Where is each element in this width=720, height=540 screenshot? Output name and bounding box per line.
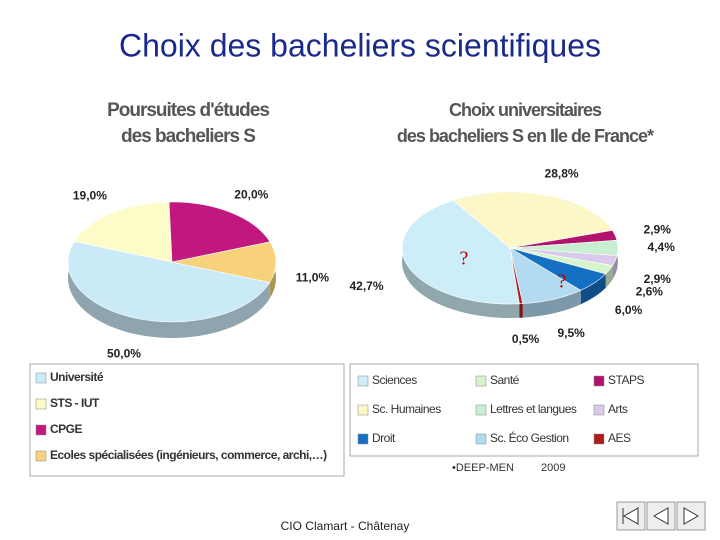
data-label: 6,0% bbox=[615, 303, 643, 317]
legend-swatch bbox=[357, 375, 369, 387]
legend-label: Santé bbox=[490, 373, 520, 387]
chart-title: Poursuites d'études bbox=[107, 100, 269, 121]
legend-label: STS - IUT bbox=[50, 396, 100, 410]
legend-label: AES bbox=[608, 431, 631, 445]
nav-icon bbox=[652, 507, 669, 525]
data-label: 4,4% bbox=[648, 240, 676, 254]
legend-label: Sc. Éco Gestion bbox=[490, 430, 569, 445]
slice-side bbox=[605, 265, 613, 288]
legend-swatch bbox=[593, 433, 605, 445]
legend-swatch bbox=[35, 424, 47, 436]
legend-label: Arts bbox=[608, 402, 628, 416]
data-label: 2,6% bbox=[636, 285, 664, 299]
slice-side bbox=[612, 255, 617, 280]
legend-swatch bbox=[593, 375, 605, 387]
legend-swatch bbox=[475, 404, 487, 416]
legend-swatch bbox=[475, 433, 487, 445]
legend-label: Lettres et langues bbox=[490, 402, 577, 416]
nav-icon bbox=[683, 507, 700, 525]
annotation: ? bbox=[460, 248, 469, 270]
chart-title: des bacheliers S en Ile de France* bbox=[397, 126, 654, 146]
legend-label: Sc. Humaines bbox=[372, 402, 441, 416]
chart-title: des bacheliers S bbox=[121, 126, 255, 147]
data-label: 28,8% bbox=[545, 166, 579, 180]
legend-swatch bbox=[35, 372, 47, 384]
legend-swatch bbox=[35, 398, 47, 410]
data-label: 2,9% bbox=[644, 272, 672, 286]
legend-swatch bbox=[475, 375, 487, 387]
legend-label: Université bbox=[50, 370, 104, 384]
source: •DEEP-MEN bbox=[452, 462, 514, 474]
annotation: ? bbox=[558, 271, 567, 293]
footer: CIO Clamart - Châtenay bbox=[281, 519, 410, 533]
slice-side bbox=[68, 241, 270, 338]
pie-slice bbox=[171, 241, 277, 283]
source-year: 2009 bbox=[541, 462, 565, 474]
slice-side bbox=[522, 290, 581, 318]
pie-slice bbox=[67, 241, 271, 323]
legend-swatch bbox=[35, 450, 47, 462]
legend-swatch bbox=[357, 433, 369, 445]
data-label: 20,0% bbox=[234, 187, 268, 201]
legend-label: Droit bbox=[372, 431, 396, 445]
legend-label: STAPS bbox=[608, 373, 644, 387]
chart-title: Choix universitaires bbox=[449, 100, 602, 120]
legend-box bbox=[349, 363, 699, 457]
data-label: 0,5% bbox=[512, 332, 540, 346]
slice-side bbox=[580, 273, 606, 305]
data-label: 19,0% bbox=[73, 188, 107, 202]
legend-swatch bbox=[593, 404, 605, 416]
slice-side bbox=[519, 303, 523, 318]
pie-slice bbox=[401, 200, 520, 305]
slide-title: Choix des bacheliers scientifiques bbox=[119, 27, 601, 63]
legend-label: Ecoles spécialisées (ingénieurs, commerc… bbox=[50, 448, 327, 462]
legend-label: CPGE bbox=[50, 422, 83, 436]
data-label: 11,0% bbox=[296, 270, 330, 284]
data-label: 50,0% bbox=[107, 346, 141, 360]
legend-box bbox=[29, 363, 345, 477]
pie-slice bbox=[452, 191, 613, 249]
nav-buttons[interactable] bbox=[616, 501, 706, 531]
pie-slice bbox=[73, 201, 173, 263]
legend-label: Sciences bbox=[372, 373, 417, 387]
data-label: 42,7% bbox=[349, 279, 383, 293]
nav-icon bbox=[622, 507, 639, 525]
legend-swatch bbox=[357, 404, 369, 416]
slice-side bbox=[402, 200, 520, 318]
data-label: 2,9% bbox=[644, 222, 672, 236]
data-label: 9,5% bbox=[557, 326, 585, 340]
pie-slice bbox=[509, 247, 524, 305]
